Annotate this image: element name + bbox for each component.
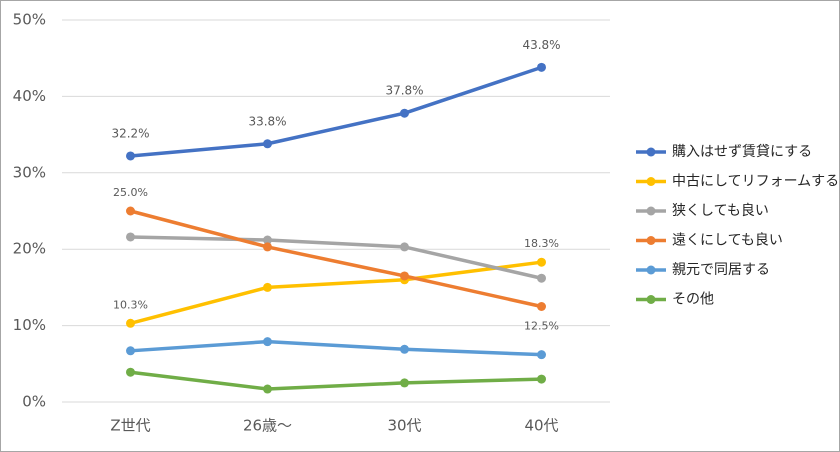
data-point xyxy=(537,257,546,267)
legend-label: 狭くしても良い xyxy=(672,203,769,219)
data-label: 33.8% xyxy=(248,114,286,128)
y-tick-label: 20% xyxy=(13,240,46,258)
series-line xyxy=(130,339,542,357)
y-tick-label: 50% xyxy=(13,11,46,29)
x-tick-label: 40代 xyxy=(524,417,558,435)
series-line xyxy=(130,260,542,326)
data-point xyxy=(126,346,135,356)
legend-label: 購入はせず賃貸にする xyxy=(672,144,812,160)
data-point xyxy=(400,271,409,281)
y-tick-label: 30% xyxy=(13,163,46,181)
legend-marker xyxy=(646,265,656,275)
data-point xyxy=(263,235,272,245)
x-tick-label: 26歳～ xyxy=(243,417,292,435)
data-point xyxy=(400,344,409,354)
legend-label: 中古にしてリフォームする xyxy=(672,174,839,190)
data-label: 37.8% xyxy=(385,84,423,98)
x-tick-label: Z世代 xyxy=(110,417,150,435)
data-point xyxy=(263,384,272,394)
y-tick-label: 0% xyxy=(22,393,46,411)
series-line xyxy=(130,65,543,158)
y-tick-label: 10% xyxy=(13,316,46,334)
legend-marker xyxy=(646,147,656,157)
data-point xyxy=(263,139,272,149)
series-line xyxy=(130,235,542,280)
data-label: 18.3% xyxy=(524,237,559,250)
data-point xyxy=(537,302,546,311)
legend-label: 遠くにしても良い xyxy=(672,233,783,249)
data-label: 32.2% xyxy=(111,126,149,140)
data-label: 10.3% xyxy=(113,298,148,311)
data-point xyxy=(263,337,272,347)
legend-marker xyxy=(646,177,656,186)
data-label: 43.8% xyxy=(522,38,560,52)
data-point xyxy=(537,273,546,283)
data-point xyxy=(400,378,409,388)
x-tick-label: 30代 xyxy=(387,417,421,435)
data-point xyxy=(126,367,135,377)
data-label: 25.0% xyxy=(113,186,148,199)
legend-label: 親元で同居する xyxy=(672,262,770,278)
series-line xyxy=(130,209,542,309)
data-point xyxy=(263,242,272,252)
data-point xyxy=(126,151,135,161)
data-point xyxy=(537,374,546,384)
legend-marker xyxy=(646,206,656,216)
data-label: 12.5% xyxy=(524,320,559,333)
data-point xyxy=(400,108,409,118)
data-point xyxy=(263,282,272,292)
data-point xyxy=(126,206,135,216)
legend-marker xyxy=(646,295,656,304)
data-point xyxy=(126,318,135,328)
y-tick-label: 40% xyxy=(13,87,46,105)
data-point xyxy=(400,242,409,252)
data-point xyxy=(126,232,135,242)
series-line xyxy=(130,370,542,391)
legend-label: その他 xyxy=(672,292,714,308)
data-point xyxy=(537,350,546,360)
data-point xyxy=(537,62,546,72)
legend-marker xyxy=(646,236,656,245)
